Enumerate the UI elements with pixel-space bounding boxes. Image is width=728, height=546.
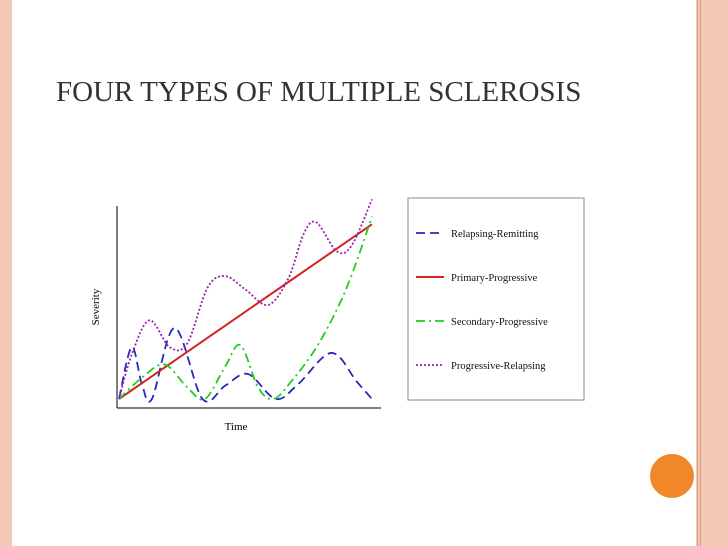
series-line-relapsing-remitting bbox=[118, 327, 373, 403]
legend-label: Secondary-Progressive bbox=[451, 317, 548, 328]
series-line-secondary-progressive bbox=[118, 216, 373, 401]
legend: Relapsing-Remitting Primary-Progressive Se… bbox=[416, 229, 548, 372]
decorative-orange-circle bbox=[650, 454, 694, 498]
series-line-primary-progressive bbox=[118, 223, 373, 400]
legend-label: Relapsing-Remitting bbox=[451, 229, 539, 240]
right-border-line bbox=[697, 0, 698, 546]
legend-box bbox=[407, 197, 585, 401]
series-line-progressive-relapsing bbox=[118, 198, 373, 400]
slide-title: FOUR TYPES OF MULTIPLE SCLEROSIS bbox=[56, 76, 582, 108]
y-axis-label: Severity bbox=[90, 288, 102, 325]
x-axis-label: Time bbox=[225, 421, 248, 433]
legend-label: Progressive-Relapsing bbox=[451, 361, 546, 372]
series-layer bbox=[118, 198, 373, 403]
right-border-line-inner bbox=[700, 0, 701, 546]
legend-label: Primary-Progressive bbox=[451, 273, 538, 284]
